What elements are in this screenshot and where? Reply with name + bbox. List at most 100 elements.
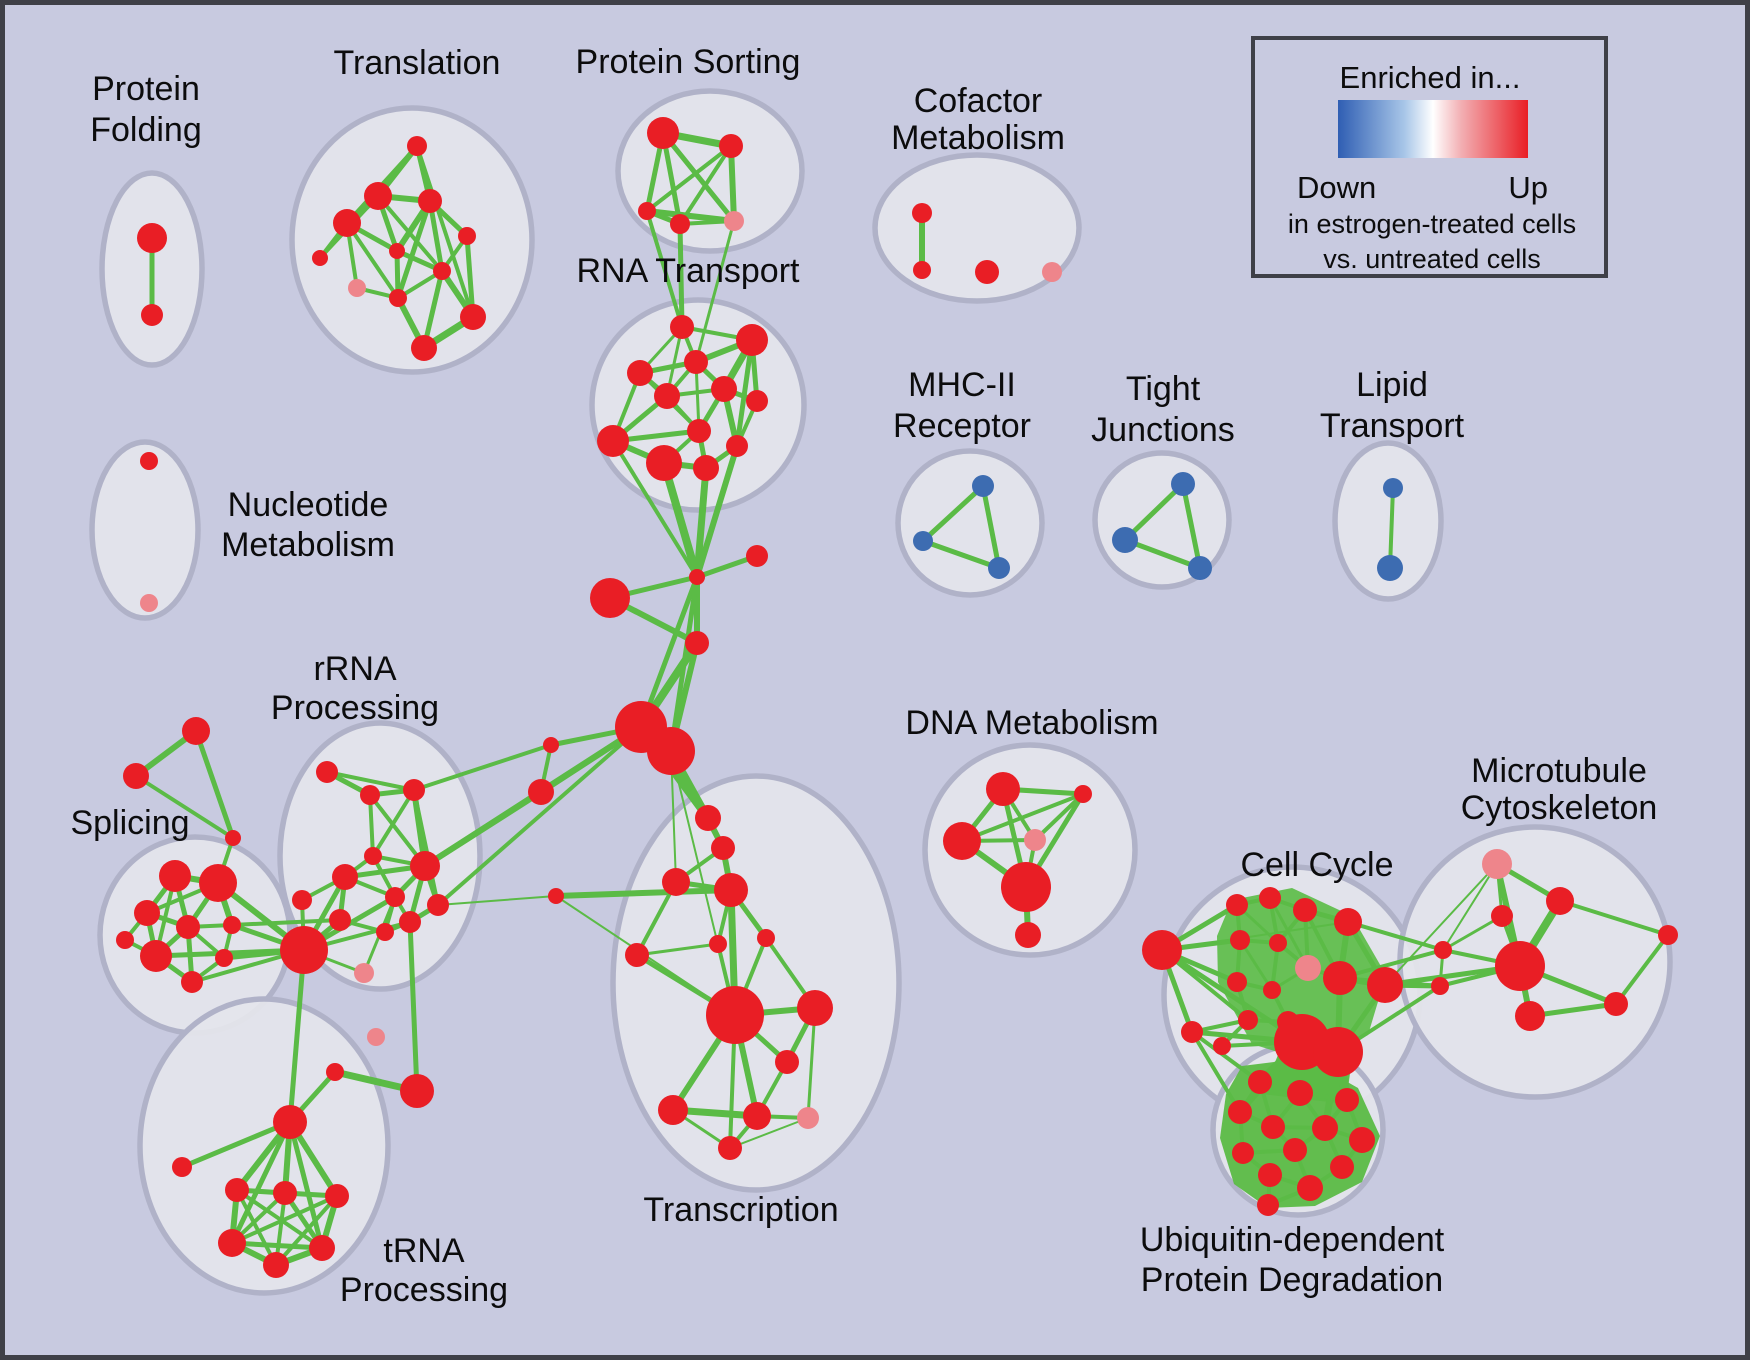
edge-tr4-tr6	[635, 942, 720, 957]
node-tj2	[1188, 556, 1212, 580]
node-n5	[410, 851, 440, 881]
node-u0	[1248, 1070, 1272, 1094]
node-lp0	[1383, 478, 1403, 498]
node-n11	[292, 890, 312, 910]
node-h2	[280, 926, 328, 974]
edge-b0-b2	[980, 483, 1002, 571]
node-n10	[427, 894, 449, 916]
node-n7	[329, 909, 351, 931]
edge-rt11-j0	[694, 443, 740, 580]
cluster-label-dna-metabolism: DNA Metabolism	[905, 704, 1158, 742]
edge-rt1-rt11	[734, 337, 755, 449]
node-sp5	[140, 940, 172, 972]
node-b0	[972, 475, 994, 497]
cluster-ellipse-lipid-transport	[1332, 440, 1444, 602]
node-rt7	[597, 425, 629, 457]
edge-g3-g4	[229, 1240, 325, 1251]
node-t6	[433, 262, 451, 280]
node-tr11	[743, 1102, 771, 1130]
edge-tr8-tr12	[806, 1006, 817, 1120]
node-rt2	[627, 360, 653, 386]
node-d3	[1024, 829, 1046, 851]
edge-ps1-ps2	[645, 144, 733, 213]
node-pf1	[141, 304, 163, 326]
cluster-label-trna-processing: tRNA Processing	[340, 1232, 508, 1309]
node-sp0	[159, 860, 191, 892]
node-t1	[364, 182, 392, 210]
edge-tj1-tj2	[1122, 537, 1203, 571]
node-A	[182, 717, 210, 745]
node-cf2	[975, 260, 999, 284]
edge-B-C	[134, 774, 235, 840]
edge-cc0-cc5	[1161, 921, 1349, 951]
edge-j0-h0	[638, 574, 700, 730]
node-u5	[1312, 1115, 1338, 1141]
node-u11	[1297, 1175, 1323, 1201]
node-d4	[1001, 862, 1051, 912]
node-t8	[389, 289, 407, 307]
node-u7	[1232, 1142, 1254, 1164]
edge-mc3-cc5	[1346, 920, 1445, 952]
node-q1	[400, 1074, 434, 1108]
node-ps2	[638, 202, 656, 220]
node-t5	[389, 243, 405, 259]
edge-n10-lo0	[437, 895, 557, 906]
node-nm1	[140, 594, 158, 612]
edge-c1-n5	[422, 789, 544, 869]
node-d5	[1015, 922, 1041, 948]
node-t9	[460, 304, 486, 330]
cluster-label-protein-folding: Protein Folding	[90, 70, 202, 149]
node-u3	[1228, 1100, 1252, 1124]
cluster-label-lipid-transport: Lipid Transport	[1320, 366, 1465, 445]
legend-box	[1251, 36, 1608, 278]
node-cc4	[1293, 898, 1317, 922]
edge-n1-n3	[368, 793, 375, 858]
node-n6	[385, 887, 405, 907]
node-d2	[943, 822, 981, 860]
cluster-ellipse-trna-processing	[137, 996, 391, 1296]
node-d0	[986, 772, 1020, 806]
node-rt1	[736, 324, 768, 356]
node-cc12	[1367, 967, 1403, 1003]
node-n13	[367, 1028, 385, 1046]
node-cf0	[912, 203, 932, 223]
edge-mc3-cc11	[1338, 948, 1445, 980]
node-mc0	[1482, 849, 1512, 879]
node-cc6	[1230, 930, 1250, 950]
node-g1	[273, 1181, 297, 1205]
node-n8	[376, 923, 394, 941]
node-tr2	[662, 868, 690, 896]
node-g2	[325, 1184, 349, 1208]
node-cf1	[913, 261, 931, 279]
cluster-ellipse-nucleotide-metabolism	[89, 439, 201, 621]
node-cc9	[1227, 972, 1247, 992]
edge-b0-b1	[920, 483, 986, 544]
edge-lo0-tr3	[553, 887, 734, 899]
cluster-label-transcription: Transcription	[643, 1191, 838, 1229]
legend-title: Enriched in...	[1340, 60, 1521, 95]
node-g0	[225, 1178, 249, 1202]
node-iso	[172, 1157, 192, 1177]
edge-ps2-rt0	[645, 209, 684, 329]
edge-g2-g5	[274, 1194, 339, 1267]
node-mc8	[1658, 925, 1678, 945]
edge-g0-g4	[235, 1188, 324, 1250]
node-mc1	[1546, 887, 1574, 915]
cluster-label-tight-junctions: Tight Junctions	[1091, 370, 1235, 449]
node-d1	[1074, 785, 1092, 803]
node-mc6	[1515, 1001, 1545, 1031]
node-cc3	[1259, 887, 1281, 909]
node-j1	[746, 545, 768, 567]
node-u12	[1257, 1194, 1279, 1216]
edge-h0-n10	[436, 725, 643, 907]
edge-t0-t9	[415, 144, 475, 319]
edge-A-C	[193, 728, 236, 841]
node-j3	[685, 631, 709, 655]
node-cc17	[1213, 1037, 1231, 1055]
node-sp8	[215, 949, 233, 967]
cluster-label-translation: Translation	[334, 44, 501, 82]
cluster-label-rrna-processing: rRNA Processing	[271, 650, 439, 727]
node-rt0	[670, 315, 694, 339]
node-c1	[528, 779, 554, 805]
